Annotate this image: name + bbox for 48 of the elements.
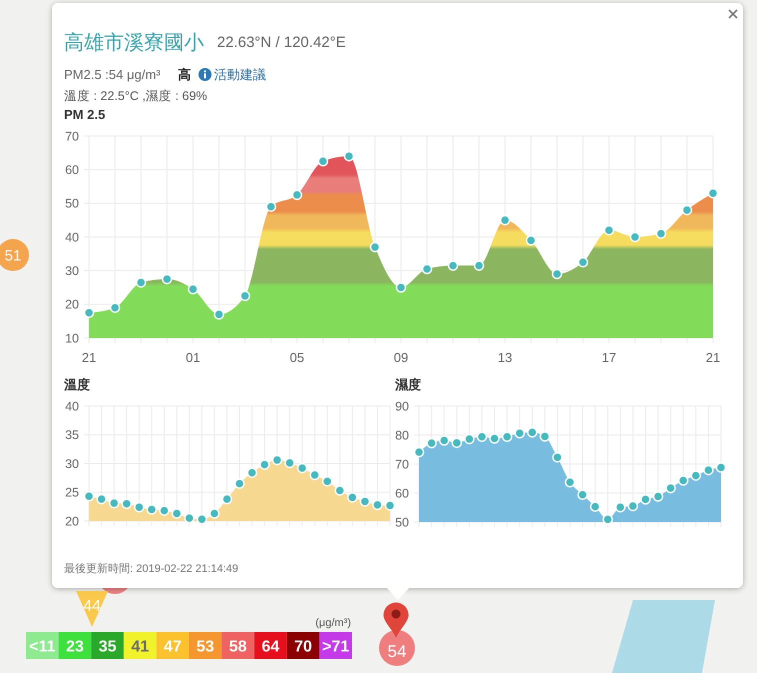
y-tick-label: 20 bbox=[65, 298, 80, 312]
y-tick-label: 35 bbox=[65, 428, 80, 442]
y-tick-label: 70 bbox=[65, 129, 80, 144]
chart-title: 濕度 bbox=[394, 377, 421, 392]
x-tick-label: 05 bbox=[290, 350, 304, 365]
category-label: 47 bbox=[164, 638, 182, 656]
y-tick-label: 60 bbox=[395, 486, 410, 500]
text: 高雄市溪寮國小 bbox=[64, 31, 204, 54]
category-label: <11 bbox=[29, 638, 56, 656]
text: 54 bbox=[388, 642, 406, 662]
category-label: 35 bbox=[98, 638, 116, 656]
y-tick-label: 50 bbox=[395, 515, 410, 530]
category-label: 70 bbox=[294, 638, 312, 656]
text: 44 bbox=[83, 598, 101, 615]
text: 51 bbox=[4, 247, 22, 264]
x-tick-label: 21 bbox=[706, 350, 720, 365]
text: 高 bbox=[178, 67, 191, 82]
y-tick-label: 10 bbox=[65, 331, 80, 346]
x-tick-label: 13 bbox=[498, 350, 512, 365]
y-tick-label: 60 bbox=[65, 163, 80, 178]
y-tick-label: 30 bbox=[65, 264, 80, 278]
y-tick-label: 90 bbox=[395, 399, 410, 414]
y-tick-label: 25 bbox=[65, 486, 80, 500]
text: 溫度 : 22.5°C ,濕度 : 69% bbox=[64, 88, 208, 103]
x-tick-label: 21 bbox=[82, 350, 96, 365]
x-tick-label: 01 bbox=[186, 350, 200, 365]
y-tick-label: 80 bbox=[395, 428, 410, 442]
category-label: 23 bbox=[66, 638, 84, 656]
x-tick-label: 17 bbox=[602, 350, 616, 365]
text: (μg/m³) bbox=[315, 617, 351, 629]
category-label: 58 bbox=[229, 638, 247, 656]
text: 最後更新時間: 2019-02-22 21:14:49 bbox=[64, 562, 238, 575]
text: 22.63°N / 120.42°E bbox=[217, 34, 346, 51]
text: PM2.5 :54 μg/m³ bbox=[64, 67, 162, 82]
category-label: 53 bbox=[196, 638, 214, 656]
text: 活動建議 bbox=[214, 67, 266, 82]
category-label: 41 bbox=[131, 638, 150, 656]
y-tick-label: 50 bbox=[65, 196, 80, 211]
chart-title: PM 2.5 bbox=[64, 107, 106, 122]
y-tick-label: 40 bbox=[65, 230, 80, 244]
y-tick-label: 40 bbox=[65, 399, 80, 414]
x-tick-label: 09 bbox=[394, 350, 408, 365]
category-label: >71 bbox=[322, 638, 350, 656]
y-tick-label: 20 bbox=[65, 514, 80, 528]
y-tick-label: 30 bbox=[65, 456, 80, 471]
category-label: 64 bbox=[262, 638, 280, 656]
y-tick-label: 70 bbox=[395, 457, 410, 472]
chart-title: 溫度 bbox=[63, 377, 90, 392]
